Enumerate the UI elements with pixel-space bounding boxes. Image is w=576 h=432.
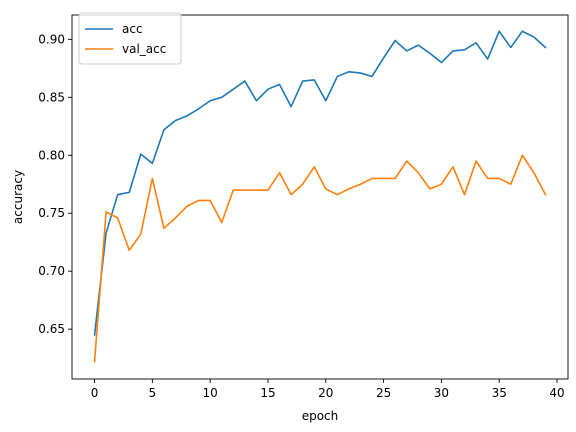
x-tick-label: 30 (434, 386, 449, 400)
series-line-acc (93, 30, 547, 336)
x-tick-label: 35 (492, 386, 507, 400)
y-axis-ticks: 0.65 0.70 0.75 0.80 0.85 0.90 (38, 32, 72, 336)
y-tick-label: 0.65 (38, 322, 65, 336)
y-tick-label: 0.90 (38, 32, 65, 46)
x-axis-label: epoch (302, 409, 339, 423)
x-tick-label: 5 (149, 386, 157, 400)
plot-frame (71, 14, 569, 380)
x-tick-label: 15 (260, 386, 275, 400)
legend: acc val_acc (78, 12, 182, 65)
y-tick-label: 0.75 (38, 206, 65, 220)
y-tick-label: 0.85 (38, 90, 65, 104)
series-lines (93, 30, 547, 363)
y-tick-label: 0.70 (38, 264, 65, 278)
legend-box (78, 12, 182, 65)
y-tick-label: 0.80 (38, 148, 65, 162)
x-tick-label: 0 (91, 386, 99, 400)
x-tick-label: 25 (376, 386, 391, 400)
series-line-val-acc (93, 154, 547, 363)
y-axis-label: accuracy (11, 170, 25, 224)
x-tick-label: 20 (318, 386, 333, 400)
x-tick-label: 10 (203, 386, 218, 400)
legend-label-val-acc: val_acc (122, 42, 166, 56)
x-tick-label: 40 (549, 386, 564, 400)
x-axis-ticks: 0 5 10 15 20 25 30 35 40 (91, 379, 565, 400)
legend-label-acc: acc (122, 22, 143, 36)
